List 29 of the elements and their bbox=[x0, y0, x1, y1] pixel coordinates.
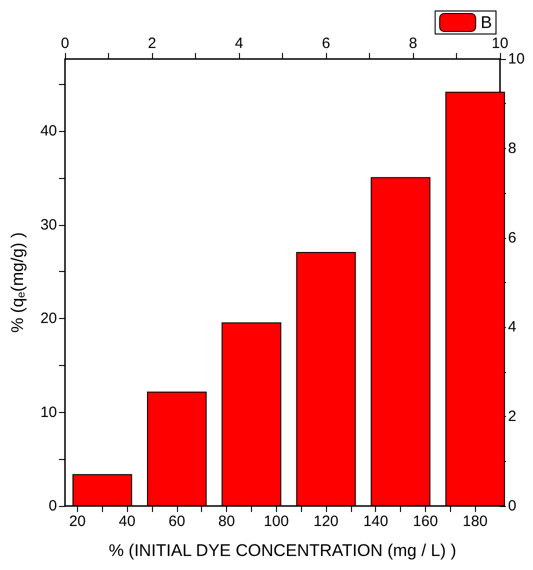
x-axis-title: % (INITIAL DYE CONCENTRATION (mg / L) ) bbox=[108, 541, 456, 560]
x2-tick-label: 0 bbox=[60, 35, 70, 52]
x2-tick-label: 8 bbox=[408, 35, 418, 52]
x-tick-label: 20 bbox=[69, 513, 86, 530]
x-tick-label: 140 bbox=[363, 513, 388, 530]
legend-label: B bbox=[480, 13, 492, 32]
x-tick-label: 120 bbox=[313, 513, 339, 530]
y2-tick-label: 6 bbox=[508, 229, 516, 246]
x-tick-label: 160 bbox=[412, 513, 438, 530]
x-tick-label: 60 bbox=[168, 513, 186, 530]
y2-tick-label: 4 bbox=[508, 318, 516, 336]
y-tick-label: 20 bbox=[40, 310, 57, 328]
y-tick-label: 30 bbox=[40, 216, 57, 234]
x2-tick-label: 10 bbox=[492, 35, 508, 52]
y-axis-title: % (qe(mg/g) ) bbox=[8, 232, 28, 333]
y2-tick-label: 8 bbox=[508, 140, 516, 157]
y2-tick-label: 0 bbox=[508, 498, 516, 514]
x-tick-label: 180 bbox=[462, 513, 488, 530]
x-tick-label: 80 bbox=[218, 513, 235, 530]
x2-tick-label: 4 bbox=[234, 35, 244, 52]
y2-tick-label: 10 bbox=[508, 50, 525, 68]
y-tick-label: 40 bbox=[40, 122, 57, 140]
x2-tick-label: 6 bbox=[322, 35, 330, 52]
y2-tick-label: 2 bbox=[508, 408, 516, 426]
y-tick-label: 10 bbox=[40, 404, 57, 421]
x2-tick-label: 2 bbox=[148, 35, 156, 52]
x-tick-label: 40 bbox=[118, 513, 136, 530]
x-tick-label: 100 bbox=[264, 513, 289, 530]
y-tick-label: 0 bbox=[48, 498, 57, 514]
